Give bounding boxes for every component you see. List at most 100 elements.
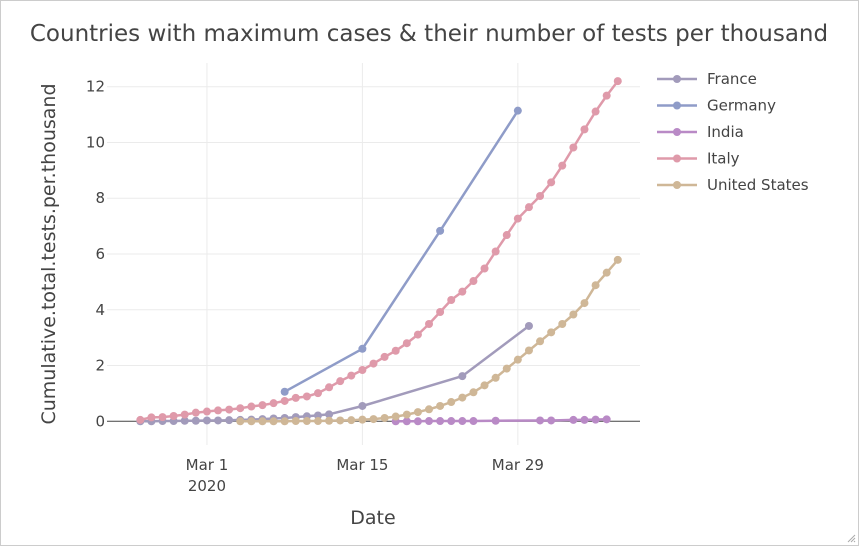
data-point-india: [402, 417, 411, 426]
x-axis-title: Date: [350, 507, 395, 529]
data-point-india: [469, 417, 478, 426]
y-tick-label: 10: [86, 133, 105, 151]
data-point-italy: [369, 359, 378, 368]
series-italy: [136, 77, 622, 424]
legend-label: Germany: [707, 97, 776, 115]
data-point-united-states: [491, 373, 500, 382]
data-point-italy: [547, 178, 556, 187]
data-point-united-states: [558, 319, 567, 328]
legend-label: Italy: [707, 150, 740, 168]
data-point-india: [547, 416, 556, 425]
data-point-india: [436, 417, 445, 426]
data-point-united-states: [402, 410, 411, 419]
data-point-france: [325, 410, 334, 419]
series-line-italy: [140, 80, 619, 422]
data-point-united-states: [425, 405, 434, 414]
data-point-germany: [358, 344, 367, 353]
series-germany: [280, 106, 522, 396]
data-point-italy: [247, 402, 256, 411]
data-point-united-states: [313, 417, 322, 426]
data-point-united-states: [580, 299, 589, 308]
data-point-italy: [569, 143, 578, 152]
data-point-united-states: [447, 398, 456, 407]
data-point-united-states: [269, 417, 278, 426]
data-point-united-states: [236, 417, 245, 426]
x-tick-label: Mar 1: [186, 456, 229, 474]
legend-swatch-marker: [673, 181, 681, 189]
data-point-italy: [425, 319, 434, 328]
data-point-italy: [147, 413, 156, 422]
series-line-germany: [284, 110, 519, 393]
data-point-france: [524, 321, 533, 330]
data-point-italy: [313, 389, 322, 398]
legend[interactable]: France Germany India Italy United States: [657, 70, 809, 194]
legend-label: France: [707, 70, 757, 88]
data-point-united-states: [436, 401, 445, 410]
data-point-united-states: [325, 416, 334, 425]
data-point-italy: [336, 377, 345, 386]
data-point-united-states: [302, 417, 311, 426]
data-point-italy: [325, 383, 334, 392]
data-point-italy: [291, 393, 300, 402]
data-point-united-states: [547, 328, 556, 337]
data-point-india: [458, 417, 467, 426]
data-point-italy: [402, 339, 411, 348]
data-point-italy: [236, 404, 245, 413]
data-point-india: [569, 415, 578, 424]
data-point-united-states: [524, 346, 533, 355]
data-point-germany: [436, 226, 445, 235]
y-tick-label: 2: [95, 357, 105, 375]
data-point-italy: [169, 412, 178, 421]
data-point-united-states: [280, 417, 289, 426]
data-point-united-states: [358, 415, 367, 424]
legend-swatch-marker: [673, 101, 681, 110]
grid: [107, 63, 640, 445]
data-point-united-states: [369, 415, 378, 424]
legend-item-germany[interactable]: Germany: [657, 97, 776, 115]
series-india: [391, 415, 611, 426]
data-point-germany: [280, 387, 289, 396]
x-axis-ticks: Mar 1 2020 Mar 15 Mar 29: [186, 456, 544, 495]
x-tick-label: Mar 29: [492, 456, 544, 474]
data-point-india: [602, 415, 611, 424]
legend-item-italy[interactable]: Italy: [657, 150, 740, 168]
x-tick-sublabel: 2020: [188, 477, 226, 495]
series-united-states: [236, 255, 622, 426]
legend-item-united-states[interactable]: United States: [657, 176, 809, 194]
data-point-italy: [447, 296, 456, 305]
data-point-italy: [480, 264, 489, 273]
data-point-france: [180, 416, 189, 425]
data-point-italy: [358, 365, 367, 374]
data-point-italy: [202, 407, 211, 416]
series-line-france: [140, 324, 530, 423]
data-point-italy: [436, 307, 445, 316]
legend-item-france[interactable]: France: [657, 70, 757, 88]
data-point-italy: [591, 107, 600, 116]
data-point-united-states: [258, 417, 267, 426]
data-point-united-states: [480, 381, 489, 390]
data-point-france: [358, 401, 367, 410]
data-point-italy: [269, 399, 278, 408]
legend-swatch-marker: [673, 128, 681, 136]
y-axis-title: Cumulative.total.tests.per.thousand: [38, 83, 60, 424]
data-point-italy: [214, 406, 223, 415]
data-point-united-states: [247, 417, 256, 426]
data-point-italy: [580, 125, 589, 134]
data-point-italy: [602, 91, 611, 100]
data-point-italy: [536, 192, 545, 201]
data-point-italy: [491, 247, 500, 256]
data-point-france: [191, 416, 200, 425]
data-point-germany: [513, 106, 522, 115]
data-point-italy: [558, 161, 567, 170]
data-point-united-states: [602, 268, 611, 277]
legend-item-india[interactable]: India: [657, 123, 744, 141]
legend-label: United States: [707, 176, 809, 194]
data-point-italy: [258, 401, 267, 410]
data-point-united-states: [502, 364, 511, 373]
y-tick-label: 0: [95, 412, 105, 430]
resize-grip-icon[interactable]: [846, 533, 856, 543]
data-point-italy: [225, 405, 234, 414]
data-point-india: [425, 417, 434, 426]
legend-swatch-marker: [673, 75, 681, 83]
